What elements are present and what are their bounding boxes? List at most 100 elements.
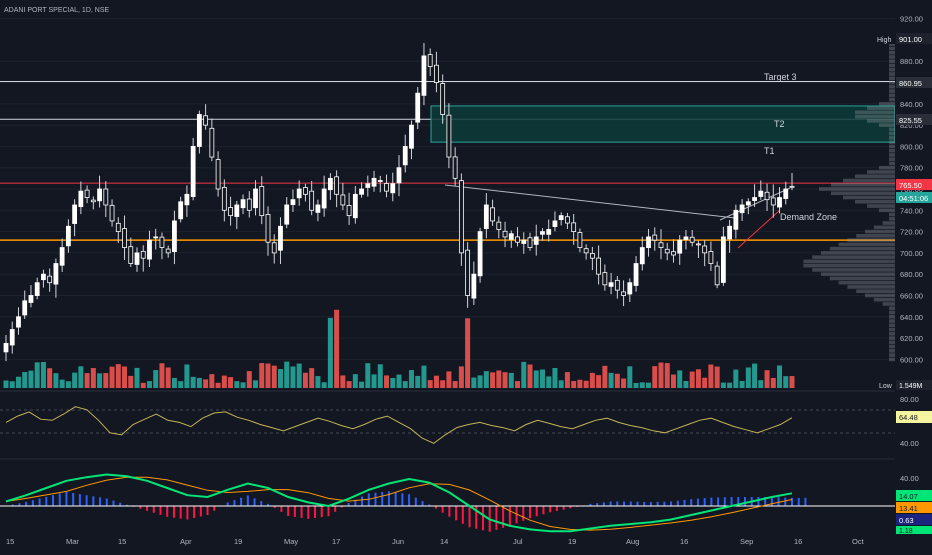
macd-signal-value: 13.41 [899, 504, 918, 513]
volume-bar [309, 368, 315, 388]
candle-body [346, 205, 352, 217]
time-label: Apr [180, 537, 192, 546]
candle-body [72, 204, 78, 224]
macd-hist-bar [529, 506, 531, 519]
candle-body [465, 249, 471, 296]
volume-bar [596, 375, 602, 388]
volume-profile-bar [889, 144, 895, 149]
macd-hist-bar [394, 492, 397, 506]
candle-body [352, 193, 358, 219]
volume-bar [402, 381, 408, 388]
volume-bar [334, 309, 340, 388]
macd-hist-bar [670, 501, 673, 506]
time-label: 15 [118, 537, 126, 546]
volume-bar [40, 361, 46, 388]
time-axis[interactable]: 15 Mar 15 Apr 19 May 17 Jun 14 Jul 19 Aug 16 Sep 16 Oct [6, 537, 865, 546]
price-tick: 880.00 [900, 57, 923, 66]
macd-hist-bar [629, 501, 632, 506]
volume-profile-bar [803, 259, 895, 264]
volume-bar [203, 379, 209, 388]
target3-value: 860.95 [899, 79, 922, 88]
volume-bar [558, 380, 564, 388]
candle-body [165, 248, 171, 254]
macd-hist-bar [770, 497, 773, 506]
rsi-value: 64.48 [899, 413, 918, 422]
volume-bar [515, 381, 521, 388]
macd-hist-bar [125, 504, 128, 506]
macd-hist-bar [327, 506, 330, 517]
candle-body [253, 188, 258, 209]
macd-hist-bar [267, 503, 269, 506]
candle-body [739, 204, 745, 214]
macd-extra-box [896, 526, 932, 534]
macd-hist-bar [347, 503, 350, 506]
volume-bar [758, 380, 764, 388]
volume-profile-bar [889, 72, 895, 76]
macd-hist-bar [78, 494, 81, 506]
macd-hist-bar [555, 506, 558, 511]
volume-profile-bar [889, 357, 895, 362]
macd-hist-bar [455, 506, 458, 521]
t2-zone[interactable] [430, 105, 896, 143]
macd-hist-bar [596, 503, 599, 506]
grid [0, 18, 895, 360]
candle-body [696, 243, 701, 246]
volume-bar [745, 367, 751, 388]
volume-profile-bar [889, 212, 895, 217]
volume-profile-bar [856, 289, 895, 294]
volume-bar [621, 378, 627, 388]
volume-profile-bar [831, 182, 895, 187]
volume-profile-bar [889, 148, 895, 153]
symbol-title[interactable]: ADANI PORT SPECIAL, 1D, NSE [4, 7, 109, 14]
macd-hist-bar [515, 506, 518, 524]
candle-body [458, 180, 464, 254]
candle-body [558, 215, 564, 221]
price-tick: 920.00 [900, 15, 923, 24]
candle-body [309, 190, 315, 211]
macd-hist-bar [92, 496, 95, 506]
volume-bar [564, 372, 570, 388]
candle-body [633, 263, 639, 286]
t2-value-box [896, 114, 932, 125]
macd-fast-value: 14.07 [899, 492, 918, 501]
volume-profile-bar [865, 229, 895, 234]
macd-hist-bar [146, 506, 149, 511]
volume-profile-bar [889, 353, 895, 357]
macd-hist-bar [401, 493, 404, 506]
volume-profile-bar [803, 263, 895, 268]
candle-body [671, 251, 676, 256]
macd-hist-bar [152, 506, 155, 513]
volume-bar [433, 375, 439, 388]
candle-body [134, 252, 140, 265]
candle-body [122, 228, 127, 248]
volume-profile-bar [879, 208, 895, 213]
high-label-box [873, 33, 895, 44]
volume-bar [390, 377, 396, 388]
candle-body [221, 186, 227, 211]
candle-body [190, 146, 196, 197]
volume-bar [265, 363, 271, 388]
rsi-line [5, 406, 793, 444]
candle-body [571, 222, 577, 232]
trend-line-down[interactable] [444, 184, 736, 219]
macd-hist-bar [690, 499, 693, 506]
volume-bar [246, 371, 252, 388]
candle-body [602, 272, 608, 286]
volume-bar [59, 379, 65, 388]
candle-body [321, 188, 327, 209]
volume-bar [109, 366, 115, 388]
volume-profile-bar [829, 276, 895, 281]
volume-bar [253, 380, 259, 388]
volume-profile-bar [867, 106, 895, 110]
candle-body [477, 231, 483, 277]
candle-body [203, 115, 209, 126]
countdown-box [896, 192, 932, 203]
candle-body [652, 234, 658, 241]
volume-bar [146, 381, 152, 388]
volume-bar [589, 372, 595, 388]
volume-bar [3, 380, 9, 388]
candle-body [452, 156, 458, 179]
volume-bar [34, 362, 40, 388]
macd-hist-bar [340, 506, 343, 508]
